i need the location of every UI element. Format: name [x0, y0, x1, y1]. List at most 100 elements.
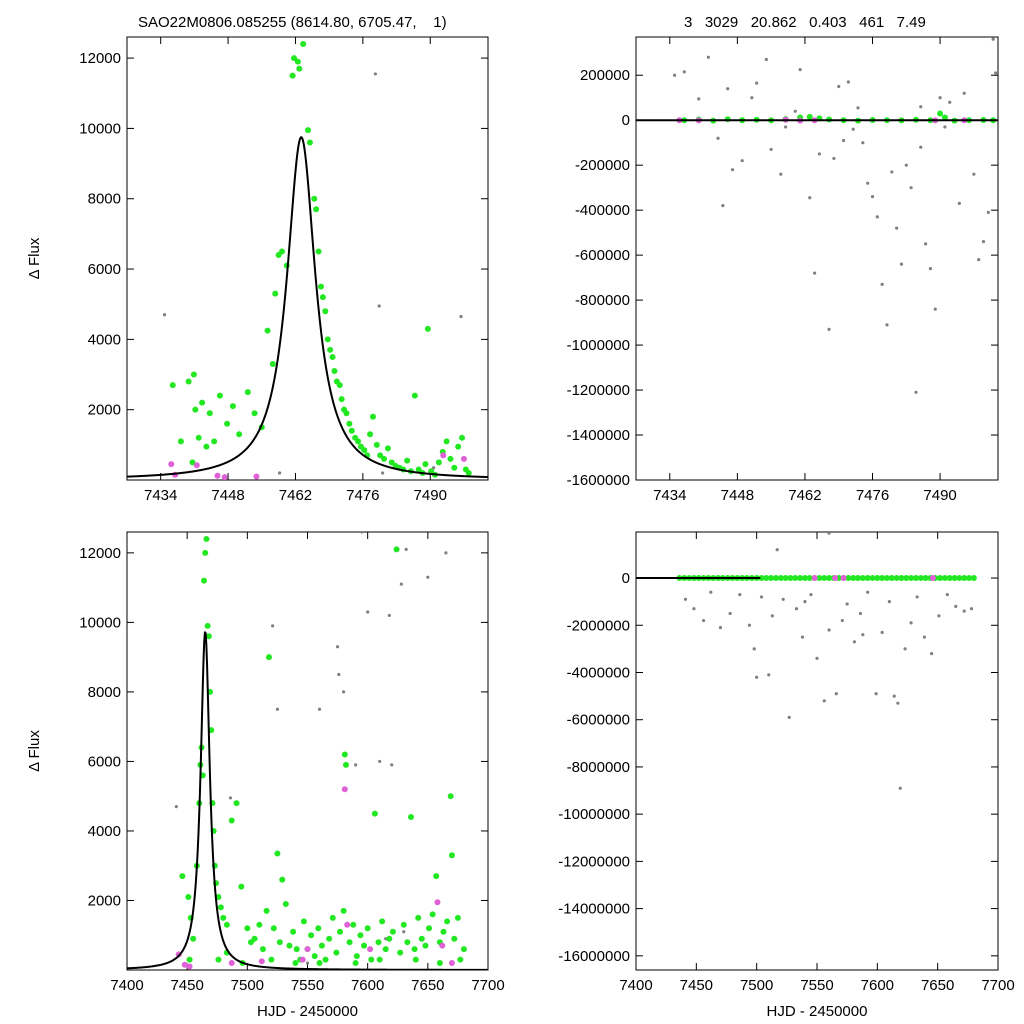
gray-point — [993, 71, 998, 75]
gray-point — [874, 692, 878, 696]
green-point — [375, 939, 382, 946]
header-right-label: 3 3029 20.862 0.403 461 7.49 — [684, 14, 926, 31]
gray-point — [892, 694, 896, 698]
y-tick-label: 4000 — [88, 823, 121, 840]
gray-point — [750, 96, 754, 100]
green-point — [291, 55, 298, 62]
gray-point — [858, 611, 863, 616]
green-point — [340, 907, 347, 914]
gray-point — [387, 613, 391, 618]
green-point — [346, 420, 353, 427]
x-axis-label: HJD - 2450000 — [257, 1003, 358, 1020]
gray-point — [852, 640, 857, 644]
header-left-label: SAO22M0806.085255 (8614.80, 6705.47, 1) — [138, 14, 447, 31]
green-point — [426, 925, 433, 932]
green-point — [228, 817, 235, 824]
gray-point — [426, 575, 430, 579]
gray-point — [747, 623, 752, 627]
green-point — [220, 914, 227, 921]
gray-point — [812, 271, 817, 275]
green-point — [845, 575, 852, 582]
green-point — [422, 461, 429, 468]
gray-point — [162, 313, 167, 317]
magenta-point — [440, 452, 447, 459]
green-point — [428, 468, 435, 475]
green-point — [315, 925, 322, 932]
magenta-point — [228, 960, 235, 967]
green-point — [336, 928, 343, 935]
gray-point — [909, 621, 913, 625]
green-point — [418, 935, 425, 942]
y-tick-label: -1200000 — [567, 382, 630, 399]
magenta-point — [811, 575, 818, 582]
gray-point — [228, 796, 233, 800]
magenta-point — [299, 956, 306, 963]
gray-point — [938, 96, 942, 100]
green-point — [361, 942, 368, 949]
green-point — [937, 575, 944, 582]
green-point — [263, 907, 270, 914]
gray-point — [740, 159, 744, 163]
magenta-point — [439, 942, 446, 949]
green-point — [190, 371, 197, 378]
gray-point — [390, 763, 394, 767]
y-tick-label: -6000000 — [567, 712, 630, 729]
gray-point — [728, 611, 732, 616]
green-point — [435, 459, 442, 466]
green-point — [377, 452, 384, 459]
gray-point — [402, 930, 406, 934]
model-curve — [127, 136, 488, 479]
x-tick-label: 7400 — [110, 977, 143, 994]
gray-point — [709, 590, 713, 594]
x-tick-label: 7448 — [721, 487, 754, 504]
green-point — [294, 58, 301, 65]
magenta-point — [193, 462, 200, 469]
y-tick-label: 6000 — [88, 261, 121, 278]
green-point — [326, 935, 333, 942]
gray-point — [697, 97, 701, 101]
magenta-point — [460, 455, 467, 462]
green-point — [333, 949, 340, 956]
green-point — [381, 455, 388, 462]
magenta-point — [832, 575, 839, 582]
x-tick-label: 7700 — [471, 977, 504, 994]
green-point — [278, 248, 285, 255]
green-point — [922, 575, 929, 582]
y-tick-label: -12000000 — [558, 853, 630, 870]
green-point — [236, 431, 243, 438]
y-tick-label: -4000000 — [567, 664, 630, 681]
x-tick-label: 7434 — [653, 487, 686, 504]
gray-point — [919, 105, 923, 109]
x-tick-label: 7650 — [921, 977, 954, 994]
green-point — [821, 575, 828, 582]
y-tick-label: 10000 — [79, 120, 121, 137]
y-tick-label: -14000000 — [558, 901, 630, 918]
magenta-point — [181, 961, 188, 968]
panel-bottom-right: 7400 7450 7500 7550 7600 7650 7700 0 -2000000 -40… — [558, 531, 1015, 1020]
green-point — [389, 928, 396, 935]
model-curve — [127, 631, 488, 970]
gray-point — [962, 91, 966, 95]
green-point — [404, 939, 411, 946]
gray-point — [981, 240, 986, 244]
green-point — [893, 575, 900, 582]
gray-point — [851, 127, 855, 131]
gray-point — [898, 786, 902, 790]
green-point — [400, 921, 407, 928]
magenta-point — [258, 958, 265, 965]
x-tick-label: 7600 — [861, 977, 894, 994]
green-point — [293, 946, 300, 953]
green-point — [367, 431, 374, 438]
green-point — [343, 410, 350, 417]
green-point — [393, 546, 400, 553]
gray-point — [755, 675, 759, 679]
green-point — [429, 911, 436, 918]
gray-point — [335, 645, 340, 649]
gray-point — [977, 258, 981, 262]
gray-point — [378, 759, 382, 764]
y-tick-label: -1600000 — [567, 472, 630, 489]
green-point — [864, 575, 871, 582]
gray-point — [706, 55, 711, 59]
gray-point — [721, 204, 725, 208]
green-point — [448, 852, 455, 859]
